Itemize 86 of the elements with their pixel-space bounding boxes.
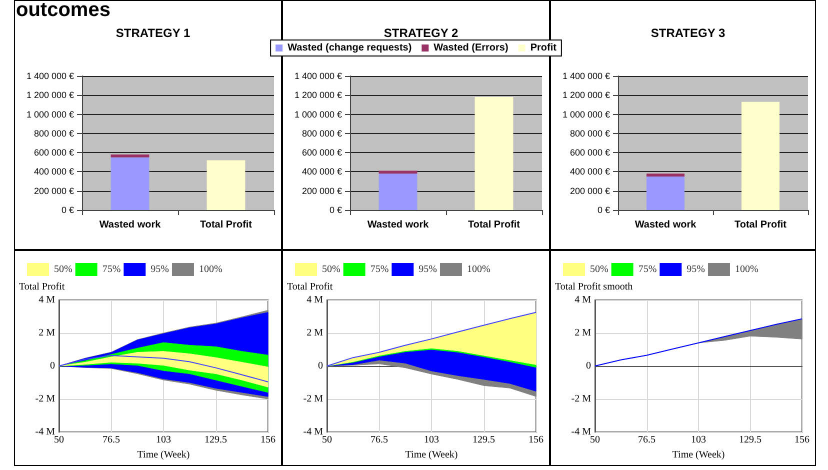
y-tick-label: 800 000 € xyxy=(34,128,74,138)
chart-title: STRATEGY 1 xyxy=(116,26,190,40)
chart-title: STRATEGY 3 xyxy=(650,26,726,40)
x-tick-label: Total Profit xyxy=(734,220,788,230)
y-tick-label: 600 000 € xyxy=(302,148,342,158)
y-tick-label: 4 M xyxy=(38,294,56,306)
x-axis-title: Time (Week) xyxy=(672,449,725,460)
x-tick-label: 156 xyxy=(794,434,810,446)
y-tick-label: 200 000 € xyxy=(34,186,74,196)
legend-label: Wasted (change requests) xyxy=(288,42,412,54)
y-tick-label: 400 000 € xyxy=(302,166,342,177)
y-tick-label: 1 400 000 € xyxy=(26,71,74,81)
x-axis-title: Time (Week) xyxy=(405,449,458,460)
x-tick-label: 50 xyxy=(54,434,64,446)
x-tick-label: 76.5 xyxy=(638,434,656,446)
y-tick-label: 0 € xyxy=(61,205,74,215)
legend-label: 50% xyxy=(322,264,340,275)
legend-label: Wasted (Errors) xyxy=(434,42,508,54)
y-tick-label: -2 M xyxy=(303,394,324,404)
y-tick-label: 1 200 000 € xyxy=(562,90,610,100)
y-tick-label: 2 M xyxy=(38,328,56,338)
x-tick-label: Total Profit xyxy=(200,220,253,230)
legend-label: 95% xyxy=(686,264,706,275)
y-tick-label: 200 000 € xyxy=(302,186,342,196)
x-tick-label: 103 xyxy=(156,434,171,446)
y-tick-label: -4 M xyxy=(571,426,592,438)
x-tick-label: 129.5 xyxy=(472,434,495,446)
x-tick-label: 103 xyxy=(691,434,706,446)
y-tick-label: 800 000 € xyxy=(570,128,610,138)
x-tick-label: 156 xyxy=(260,434,276,446)
y-tick-label: -2 M xyxy=(571,394,592,404)
legend-label: 75% xyxy=(102,264,121,275)
y-tick-label: 400 000 € xyxy=(570,166,610,177)
legend-label: 100% xyxy=(466,264,490,275)
x-tick-label: Total Profit xyxy=(468,220,521,230)
y-tick-label: 600 000 € xyxy=(34,148,74,158)
x-tick-label: 50 xyxy=(322,434,332,446)
y-tick-label: 200 000 € xyxy=(570,186,610,196)
legend-label: 100% xyxy=(734,264,758,275)
y-tick-label: 0 € xyxy=(597,205,610,215)
y-tick-label: 1 000 000 € xyxy=(294,109,342,120)
legend-label: 50% xyxy=(54,264,72,275)
y-tick-label: 400 000 € xyxy=(34,166,74,177)
x-tick-label: 50 xyxy=(590,434,600,446)
y-tick-label: 2 M xyxy=(574,328,592,338)
y-tick-label: 1 400 000 € xyxy=(294,71,342,81)
x-tick-label: Wasted work xyxy=(367,220,430,230)
y-tick-label: -4 M xyxy=(35,426,56,438)
legend-label: 95% xyxy=(418,264,438,275)
chart-title: STRATEGY 2 xyxy=(384,26,458,40)
y-tick-label: 1 200 000 € xyxy=(26,90,74,100)
y-tick-label: -4 M xyxy=(303,426,324,438)
x-tick-label: 156 xyxy=(528,434,544,446)
legend-label: Profit xyxy=(530,42,558,54)
y-tick-label: 4 M xyxy=(574,294,592,306)
x-tick-label: Wasted work xyxy=(99,220,162,230)
y-tick-label: 1 400 000 € xyxy=(562,71,610,81)
text: outcomes xyxy=(16,0,110,21)
y-tick-label: 0 xyxy=(318,360,323,372)
legend-label: 50% xyxy=(590,264,608,275)
legend-label: 75% xyxy=(370,264,389,275)
y-tick-label: 0 € xyxy=(329,205,342,215)
y-axis-title: Total Profit xyxy=(19,282,65,292)
x-tick-label: 103 xyxy=(424,434,439,446)
x-tick-label: 129.5 xyxy=(739,434,762,446)
legend-label: 95% xyxy=(150,264,170,275)
y-axis-title: Total Profit smooth xyxy=(555,282,633,292)
x-tick-label: 76.5 xyxy=(102,434,120,446)
y-tick-label: 4 M xyxy=(306,294,324,306)
y-tick-label: -2 M xyxy=(35,394,56,404)
y-tick-label: 600 000 € xyxy=(570,148,610,158)
legend-label: 100% xyxy=(198,264,222,275)
x-axis-title: Time (Week) xyxy=(137,449,190,460)
legend-label: 75% xyxy=(638,264,657,275)
y-tick-label: 1 200 000 € xyxy=(294,90,342,100)
y-tick-label: 800 000 € xyxy=(302,128,342,138)
x-tick-label: Wasted work xyxy=(634,220,697,230)
y-axis-title: Total Profit xyxy=(287,282,333,292)
x-tick-label: 129.5 xyxy=(204,434,227,446)
y-tick-label: 0 xyxy=(50,360,55,372)
x-tick-label: 76.5 xyxy=(370,434,388,446)
line-series xyxy=(58,354,268,382)
y-tick-label: 2 M xyxy=(306,328,324,338)
y-tick-label: 0 xyxy=(586,360,591,372)
y-tick-label: 1 000 000 € xyxy=(26,109,74,120)
y-tick-label: 1 000 000 € xyxy=(562,109,610,120)
